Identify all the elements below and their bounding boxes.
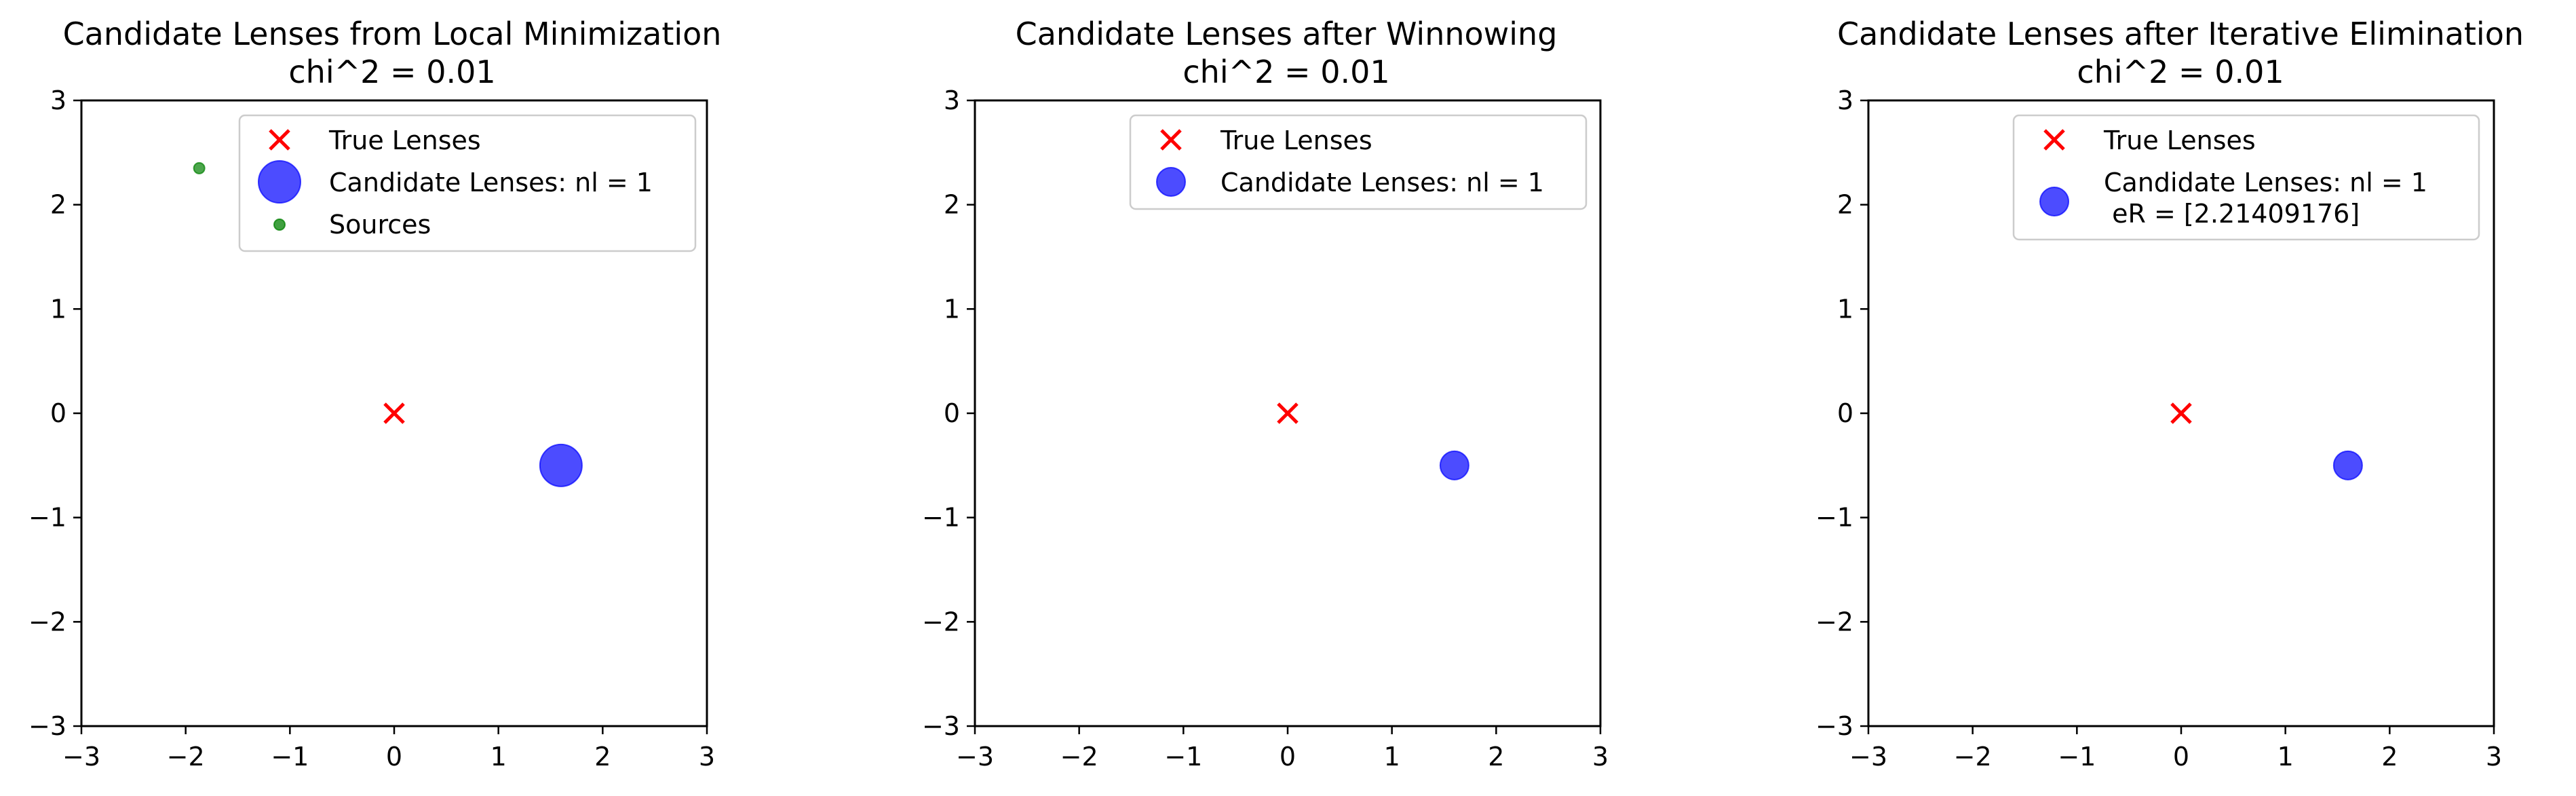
panel-1-ytick-label: 2: [50, 190, 66, 220]
panel-2-legend-true-lenses: True Lenses: [1220, 126, 1372, 155]
panel-1-legend-true-lenses: True Lenses: [328, 126, 481, 155]
panel-3-ytick-label: 2: [1837, 190, 1853, 220]
panel-3-ticks: −3 −2 −1 0 1 2 3 −3 −2 −1 0 1 2 3: [1815, 86, 2502, 772]
panel-2-ytick-label: −1: [922, 503, 960, 533]
panel-1-frame: [80, 99, 708, 727]
panel-1-legend-candidate: Candidate Lenses: nl = 1: [329, 168, 653, 197]
panel-1-subtitle: chi^2 = 0.01: [288, 54, 495, 90]
panel-1-marks: [193, 162, 583, 487]
panel-3-xtick-label: 0: [2173, 742, 2189, 772]
panel-1-xtick-label: −3: [62, 742, 100, 772]
panel-3-legend: True Lenses Candidate Lenses: nl = 1 eR …: [2012, 114, 2480, 241]
panel-2: Candidate Lenses after Winnowing chi^2 =…: [922, 16, 1609, 772]
panel-2-legend-candidate-marker: [1156, 167, 1186, 197]
panel-1-source-point: [193, 162, 206, 174]
panel-3-ytick-label: 1: [1837, 294, 1853, 324]
panel-2-xtick-label: −1: [1164, 742, 1202, 772]
panel-3-xtick-label: −1: [2058, 742, 2096, 772]
panel-1-legend-box: [238, 114, 697, 252]
panel-1-legend-sources: Sources: [329, 210, 431, 240]
panel-1-xtick-label: −2: [167, 742, 205, 772]
panel-3: Candidate Lenses after Iterative Elimina…: [1815, 16, 2524, 772]
panel-1-title: Candidate Lenses from Local Minimization: [63, 16, 722, 52]
panel-2-ticks: −3 −2 −1 0 1 2 3 −3 −2 −1 0 1 2 3: [922, 86, 1609, 772]
panel-2-ytick-label: 1: [944, 294, 960, 324]
panel-3-ytick-label: −2: [1815, 607, 1853, 637]
panel-3-ytick-label: 3: [1837, 86, 1853, 115]
panel-2-xtick-label: −3: [956, 742, 994, 772]
panel-3-marks: [2170, 402, 2363, 480]
panel-2-ytick-label: −2: [922, 607, 960, 637]
panel-1: Candidate Lenses from Local Minimization…: [28, 16, 721, 772]
panel-3-subtitle: chi^2 = 0.01: [2077, 54, 2284, 90]
panel-1-ytick-label: 1: [50, 294, 66, 324]
panel-2-xtick-label: 1: [1384, 742, 1400, 772]
panel-2-subtitle: chi^2 = 0.01: [1183, 54, 1389, 90]
panel-2-marks: [1277, 402, 1469, 480]
panel-3-xtick-label: −2: [1954, 742, 1992, 772]
panel-1-legend-x-marker: [269, 129, 290, 151]
panel-3-ytick-label: 0: [1837, 398, 1853, 428]
panel-2-legend-box: [1129, 114, 1588, 210]
panel-1-xtick-label: 3: [699, 742, 715, 772]
panel-2-true-lens-point: [1277, 402, 1299, 424]
panel-2-xtick-label: 2: [1488, 742, 1504, 772]
panel-2-ytick-label: 3: [944, 86, 960, 115]
panel-2-legend-x-marker: [1160, 129, 1182, 151]
panel-1-ticks: −3 −2 −1 0 1 2 3 −3 −2 −1 0 1 2 3: [28, 86, 715, 772]
panel-2-legend: True Lenses Candidate Lenses: nl = 1: [1129, 114, 1588, 210]
panel-2-frame: [974, 99, 1602, 727]
panel-1-legend: True Lenses Candidate Lenses: nl = 1 Sou…: [238, 114, 697, 252]
panel-1-ytick-label: −1: [28, 503, 66, 533]
panel-3-ytick-label: −1: [1815, 503, 1853, 533]
panel-3-xtick-label: 3: [2486, 742, 2502, 772]
panel-3-candidate-lens-point: [2332, 450, 2363, 480]
panel-1-xtick-label: 0: [386, 742, 402, 772]
panel-3-xtick-label: 2: [2381, 742, 2398, 772]
panel-1-legend-candidate-marker: [258, 160, 301, 204]
panel-2-ytick-label: 2: [944, 190, 960, 220]
panel-3-legend-candidate: Candidate Lenses: nl = 1: [2104, 168, 2427, 197]
panel-1-candidate-lens-point: [539, 443, 583, 487]
panel-1-ytick-label: 0: [50, 398, 66, 428]
panel-3-legend-candidate-er: eR = [2.21409176]: [2104, 199, 2360, 229]
panel-1-xtick-label: 2: [594, 742, 611, 772]
panel-1-xtick-label: 1: [491, 742, 507, 772]
panel-2-xtick-label: −2: [1060, 742, 1098, 772]
panel-3-legend-box: [2012, 114, 2480, 241]
panel-1-ytick-label: 3: [50, 86, 66, 115]
panel-2-xtick-label: 0: [1280, 742, 1296, 772]
panel-2-legend-candidate: Candidate Lenses: nl = 1: [1220, 168, 1544, 197]
panel-3-title: Candidate Lenses after Iterative Elimina…: [1837, 16, 2524, 52]
panel-2-ytick-label: −3: [922, 711, 960, 741]
panel-1-legend-sources-marker: [273, 219, 286, 231]
panel-3-true-lens-point: [2170, 402, 2192, 424]
panel-1-xtick-label: −1: [271, 742, 309, 772]
panel-2-candidate-lens-point: [1439, 450, 1469, 480]
panel-3-legend-true-lenses: True Lenses: [2103, 126, 2256, 155]
panel-3-xtick-label: −3: [1849, 742, 1887, 772]
panel-3-xtick-label: 1: [2277, 742, 2294, 772]
panel-2-ytick-label: 0: [944, 398, 960, 428]
panel-2-xtick-label: 3: [1592, 742, 1609, 772]
panel-3-legend-candidate-marker: [2039, 187, 2069, 216]
panel-1-true-lens-point: [383, 402, 405, 424]
panel-2-title: Candidate Lenses after Winnowing: [1016, 16, 1558, 52]
panel-3-legend-x-marker: [2043, 129, 2065, 151]
panel-1-ytick-label: −2: [28, 607, 66, 637]
panel-3-frame: [1867, 99, 2495, 727]
panel-3-ytick-label: −3: [1815, 711, 1853, 741]
panel-1-ytick-label: −3: [28, 711, 66, 741]
